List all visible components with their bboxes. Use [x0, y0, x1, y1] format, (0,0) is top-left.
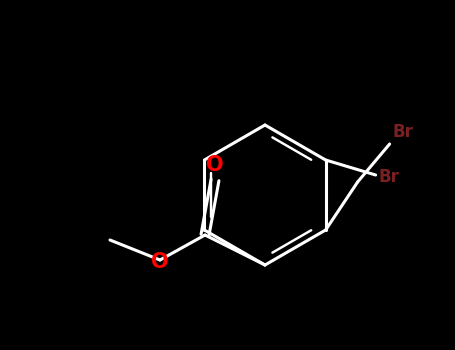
- Text: O: O: [206, 155, 224, 175]
- Text: O: O: [151, 252, 169, 272]
- Text: Br: Br: [379, 168, 399, 186]
- Text: Br: Br: [393, 123, 414, 141]
